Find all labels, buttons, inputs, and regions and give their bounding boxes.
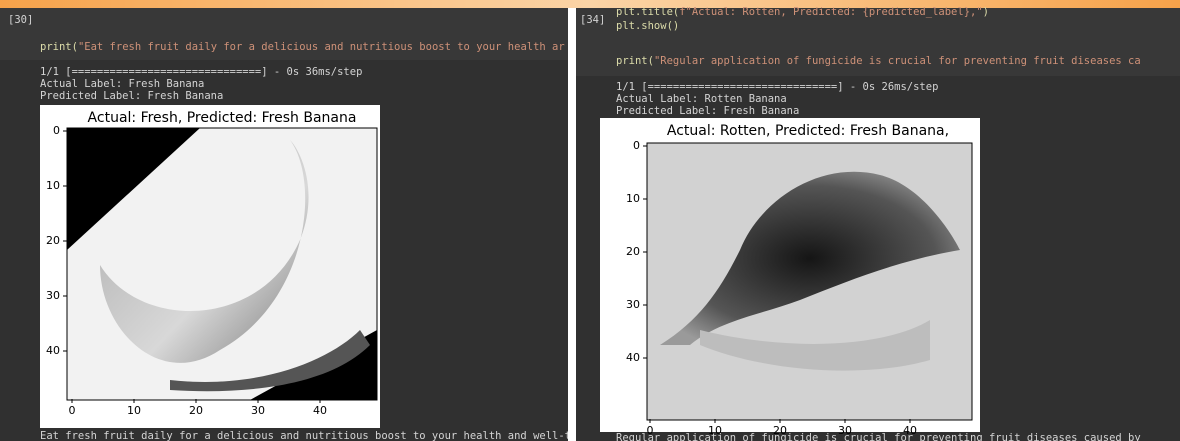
y-tick-label: 0 [53, 124, 60, 137]
code-token: f"Actual: Rotten, Predicted: {predicted_… [679, 6, 982, 18]
y-tick-label: 40 [626, 351, 640, 364]
output-line: Predicted Label: Fresh Banana [616, 105, 799, 117]
code-token: print( [40, 41, 78, 53]
image [647, 143, 972, 420]
y-tick-label: 0 [633, 139, 640, 152]
x-tick-label: 30 [251, 404, 265, 417]
page: [30] print("Eat fresh fruit daily for a … [0, 0, 1180, 441]
y-tick-label: 30 [46, 289, 60, 302]
top-strip [0, 0, 1180, 8]
code-line: print("Regular application of fungicide … [616, 55, 1141, 67]
output-line: 1/1 [==============================] - 0… [40, 66, 362, 78]
output-line: Actual Label: Rotten Banana [616, 93, 787, 105]
code-token: ) [983, 6, 989, 18]
code-line: print("Eat fresh fruit daily for a delic… [40, 41, 565, 53]
x-tick-label: 20 [189, 404, 203, 417]
plot-title: Actual: Rotten, Predicted: Fresh Banana, [667, 123, 949, 139]
y-tick-label: 10 [46, 179, 60, 192]
output-line: Actual Label: Fresh Banana [40, 78, 204, 90]
y-tick-label: 20 [626, 245, 640, 258]
printed-output: Eat fresh fruit daily for a delicious an… [40, 430, 571, 441]
printed-output: Regular application of fungicide is cruc… [616, 432, 1141, 441]
output-line: Predicted Label: Fresh Banana [40, 90, 223, 102]
y-tick-label: 10 [626, 192, 640, 205]
code-token: print( [616, 55, 654, 67]
screenshot: [30] print("Eat fresh fruit daily for a … [0, 0, 1180, 441]
code-token: "Eat fresh fruit daily for a delicious a… [78, 41, 565, 53]
code-token: plt.show() [616, 20, 679, 32]
code-token: "Regular application of fungicide is cru… [654, 55, 1141, 67]
plot-title: Actual: Fresh, Predicted: Fresh Banana [88, 110, 357, 126]
divider [568, 8, 576, 441]
image [67, 128, 377, 400]
y-tick-label: 20 [46, 234, 60, 247]
cell-prompt: [30] [8, 14, 33, 26]
x-tick-label: 10 [127, 404, 141, 417]
x-tick-label: 0 [69, 404, 76, 417]
y-tick-label: 30 [626, 298, 640, 311]
code-line: plt.title(f"Actual: Rotten, Predicted: {… [616, 6, 989, 18]
code-token: plt.title( [616, 6, 679, 18]
cell-prompt: [34] [580, 14, 605, 26]
code-line: plt.show() [616, 20, 679, 32]
output-line: 1/1 [==============================] - 0… [616, 81, 938, 93]
x-tick-label: 40 [313, 404, 327, 417]
y-tick-label: 40 [46, 344, 60, 357]
